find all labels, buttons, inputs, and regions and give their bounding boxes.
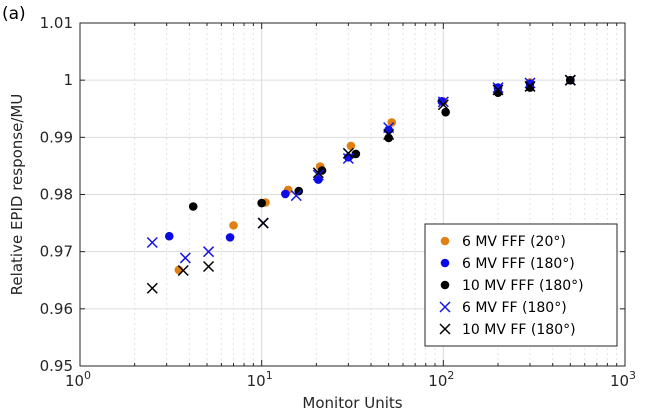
legend-box (424, 223, 618, 347)
y-tick-label: 0.96 (40, 300, 73, 318)
panel-label: (a) (2, 4, 26, 24)
x-tick-label: 103 (610, 369, 636, 390)
data-point (383, 128, 395, 141)
data-point (257, 198, 266, 208)
data-point (492, 84, 504, 96)
data-point (524, 77, 536, 89)
y-tick-label: 0.98 (40, 186, 73, 204)
data-point (177, 265, 189, 277)
legend-item: 6 MV FFF (180°) (440, 256, 575, 272)
legend-label: 6 MV FF (180°) (462, 300, 567, 316)
data-point (312, 169, 324, 181)
legend-marker (439, 323, 451, 335)
data-point (188, 202, 198, 211)
legend-item: 6 MV FFF (20°) (440, 234, 566, 250)
legend-item: 10 MV FFF (180°) (440, 278, 584, 294)
data-point (179, 252, 191, 264)
data-point (229, 221, 238, 230)
series-5 (146, 74, 576, 294)
x-tick-label: 101 (247, 369, 273, 390)
ticks: 0.95 0.96 0.97 0.98 0.99 1 1.01 100 101 102 103 (40, 14, 636, 390)
x-tick-label: 100 (65, 369, 91, 390)
data-point (387, 118, 397, 127)
y-tick-label: 1 (63, 71, 73, 89)
legend-label: 6 MV FFF (20°) (462, 234, 566, 250)
legend-marker (440, 236, 450, 246)
legend-label: 10 MV FF (180°) (462, 322, 576, 338)
y-tick-label: 1.01 (40, 14, 73, 32)
legend-marker (440, 258, 450, 268)
data-point (312, 167, 324, 179)
data-point (524, 80, 536, 92)
legend-label: 6 MV FFF (180°) (462, 256, 575, 272)
legend-item: 10 MV FF (180°) (439, 322, 576, 338)
data-point (281, 189, 290, 199)
data-point (346, 141, 356, 151)
data-point (342, 147, 354, 159)
y-tick-label: 0.99 (40, 128, 73, 146)
legend-item: 6 MV FF (180°) (439, 300, 567, 316)
data-point (203, 246, 215, 258)
legend-marker (440, 280, 450, 290)
data-point (257, 217, 269, 229)
y-axis-title: Relative EPID response/MU (8, 94, 26, 296)
data-point (203, 260, 215, 273)
data-point (225, 233, 235, 242)
data-point (564, 74, 576, 86)
y-tick-label: 0.95 (40, 357, 73, 375)
series-2 (164, 75, 575, 242)
data-point (146, 236, 158, 249)
data-point (492, 82, 504, 94)
legend: 6 MV FFF (20°) 6 MV FFF (180°) 10 MV FFF (… (424, 223, 618, 347)
data-point (164, 231, 174, 241)
data-point (437, 99, 449, 111)
series-4 (146, 74, 576, 264)
series-3 (188, 75, 575, 211)
legend-marker (439, 301, 451, 313)
data-point (351, 149, 361, 159)
data-point (525, 83, 535, 92)
legend-label: 10 MV FFF (180°) (462, 278, 584, 294)
data-point (294, 186, 304, 196)
x-tick-label: 102 (428, 369, 454, 390)
data-point (342, 152, 354, 165)
x-axis-title: Monitor Units (302, 394, 402, 412)
data-point (290, 190, 302, 202)
data-point (146, 282, 158, 294)
y-tick-label: 0.97 (40, 243, 73, 261)
data-points (146, 74, 576, 294)
data-point (437, 96, 449, 108)
